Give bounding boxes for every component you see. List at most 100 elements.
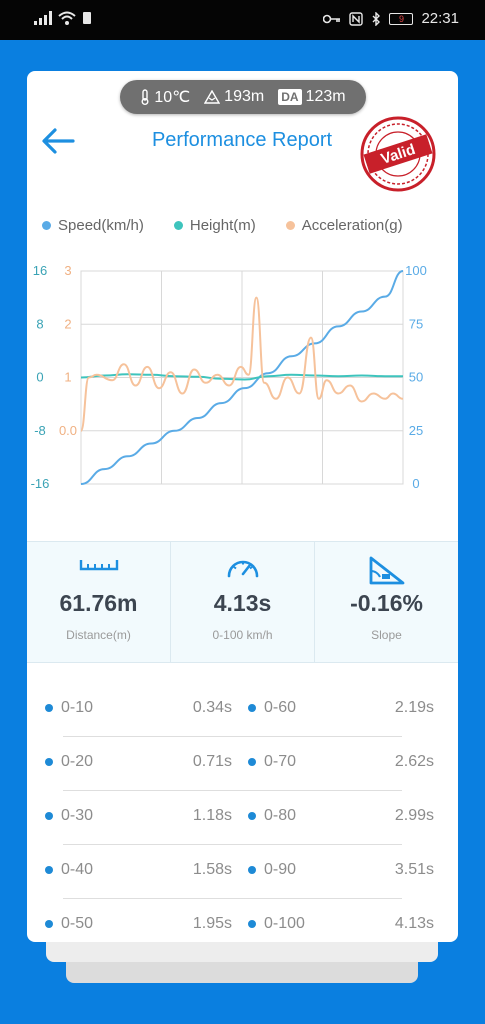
split-left-range: 0-40 (45, 861, 93, 879)
stat-slope: -0.16% Slope (315, 542, 458, 662)
bullet-dot (248, 812, 256, 820)
right-axis-tick: 0 (412, 476, 419, 491)
split-row: 0-10 0.34s 0-60 2.19s (27, 683, 458, 737)
split-left-time: 1.18s (192, 807, 232, 824)
split-right-time: 4.13s (394, 915, 434, 932)
signal-icon (34, 11, 52, 25)
left-axis-tick: 16 (33, 263, 47, 278)
legend-speed-label: Speed(km/h) (58, 217, 144, 234)
split-left-time: 0.71s (192, 753, 232, 770)
right-axis-tick: 75 (409, 316, 423, 331)
status-left (34, 11, 92, 25)
legend-height: Height(m) (173, 217, 256, 234)
split-row: 0-20 0.71s 0-70 2.62s (27, 737, 458, 791)
left-axis-tick: -8 (34, 423, 46, 438)
mountain-icon (204, 90, 221, 104)
temperature-item: 10℃ (140, 87, 190, 107)
density-altitude-label: DA (278, 89, 302, 105)
back-button[interactable] (37, 123, 81, 159)
right-axis-tick: 25 (409, 423, 423, 438)
bluetooth-icon (372, 11, 381, 26)
right-axis-tick: 100 (405, 263, 427, 278)
split-times-list: 0-10 0.34s 0-60 2.19s 0-20 0.71s 0-70 2.62s 0-30… (27, 683, 458, 942)
split-left-range: 0-30 (45, 807, 93, 825)
status-bar: 9 22:31 (0, 0, 485, 40)
split-right-range: 0-70 (248, 753, 296, 771)
split-left-range: 0-20 (45, 753, 93, 771)
temperature-value: 10℃ (154, 89, 191, 106)
bullet-dot (45, 758, 53, 766)
stat-acceleration-time-label: 0-100 km/h (212, 628, 273, 642)
bullet-dot (248, 758, 256, 766)
bullet-dot (45, 866, 53, 874)
speedometer-icon (227, 560, 258, 578)
bullet-dot (45, 812, 53, 820)
split-right-time: 3.51s (394, 861, 434, 878)
split-right-time: 2.19s (394, 699, 434, 716)
left-axis-tick: 8 (36, 316, 43, 331)
stat-acceleration-time: 4.13s 0-100 km/h (171, 542, 315, 662)
legend-acceleration-label: Acceleration(g) (301, 217, 403, 234)
split-right-range: 0-80 (248, 807, 296, 825)
bullet-dot (248, 866, 256, 874)
split-right-range-label: 0-70 (264, 753, 297, 770)
split-left-time: 1.58s (192, 861, 232, 878)
valid-stamp: Valid (360, 116, 436, 192)
legend-acceleration: Acceleration(g) (285, 217, 403, 234)
density-altitude-value: 123m (305, 88, 346, 105)
split-right-range-label: 0-80 (264, 807, 297, 824)
battery-icon: 9 (389, 12, 414, 25)
split-right-range-label: 0-90 (264, 861, 297, 878)
split-right-range-label: 0-100 (264, 915, 305, 932)
split-left-range-label: 0-10 (61, 699, 94, 716)
acceleration-axis-tick: 2 (64, 316, 71, 331)
left-axis-tick: 0 (36, 370, 43, 385)
right-axis-tick: 50 (409, 370, 423, 385)
stats-panel: 61.76m Distance(m) 4.13s 0-100 km/h -0.1… (27, 541, 458, 663)
acceleration-axis-tick: 1 (64, 370, 71, 385)
split-divider (63, 898, 402, 899)
split-right-time: 2.99s (394, 807, 434, 824)
split-left-time: 1.95s (192, 915, 232, 932)
altitude-value: 193m (224, 88, 265, 105)
split-row: 0-30 1.18s 0-80 2.99s (27, 791, 458, 845)
chart-legend: Speed(km/h) Height(m) Acceleration(g) (42, 217, 458, 234)
split-divider (63, 844, 402, 845)
legend-height-dot (173, 221, 183, 230)
stat-slope-value: -0.16% (350, 590, 423, 616)
split-left-range: 0-10 (45, 699, 93, 717)
stat-distance-value: 61.76m (59, 590, 138, 616)
legend-acceleration-dot (285, 221, 295, 230)
bullet-dot (248, 920, 256, 928)
stat-acceleration-time-value: 4.13s (213, 590, 272, 616)
ruler-icon (79, 560, 118, 571)
bullet-dot (45, 704, 53, 712)
speed-series-line (80, 270, 404, 485)
split-left-time: 0.34s (192, 699, 232, 716)
acceleration-axis-tick: 3 (64, 263, 71, 278)
density-altitude-item: DA 123m (278, 88, 346, 106)
thermometer-icon (141, 89, 149, 105)
split-divider (63, 790, 402, 791)
legend-speed-dot (42, 221, 51, 230)
wifi-icon (58, 11, 76, 25)
split-left-range: 0-50 (45, 915, 93, 933)
split-left-range-label: 0-20 (61, 753, 94, 770)
bullet-dot (248, 704, 256, 712)
altitude-item: 193m (204, 88, 264, 106)
split-right-range: 0-100 (248, 915, 305, 933)
split-right-range: 0-60 (248, 699, 296, 717)
clock: 22:31 (421, 10, 459, 27)
slope-icon (369, 556, 404, 585)
split-left-range-label: 0-40 (61, 861, 94, 878)
page-title: Performance Report (151, 129, 333, 151)
legend-height-label: Height(m) (189, 217, 256, 234)
stat-slope-label: Slope (371, 628, 402, 642)
environment-pill: 10℃ 193m DA 123m (120, 80, 366, 114)
sim-icon (83, 12, 91, 24)
bullet-dot (45, 920, 53, 928)
split-left-range-label: 0-50 (61, 915, 94, 932)
height-series-line (80, 373, 403, 381)
key-icon (323, 14, 341, 23)
acceleration-series-line (80, 296, 404, 432)
